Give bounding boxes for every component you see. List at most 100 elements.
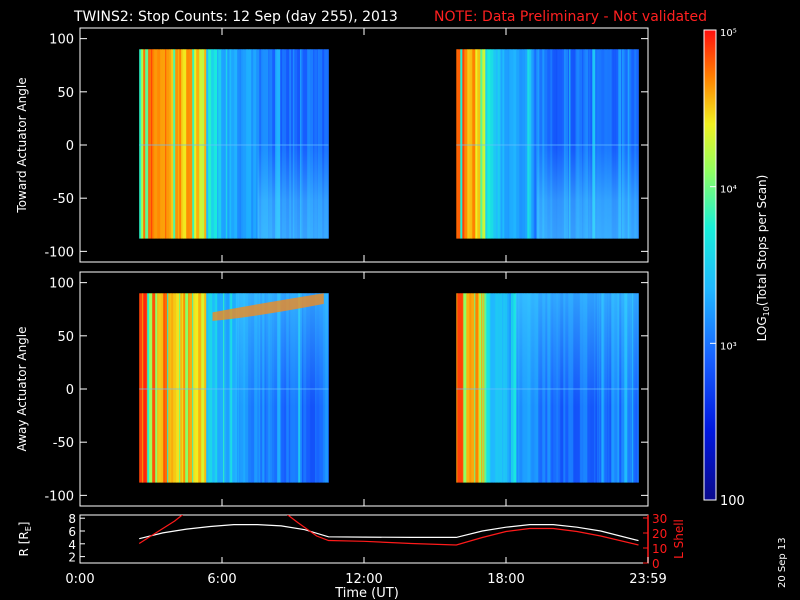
orbit-left-label: R [RE] — [17, 522, 33, 557]
heatmap-column — [148, 49, 150, 239]
left-tick-label: 2 — [68, 551, 76, 565]
heatmap-column — [155, 293, 158, 483]
heatmap-column — [175, 49, 179, 239]
heatmap-column — [218, 49, 222, 239]
right-tick-label: 10 — [652, 542, 667, 556]
heatmap-column — [484, 49, 486, 239]
heatmap-column — [471, 49, 473, 239]
heatmap-column — [145, 49, 149, 239]
heatmap-column — [482, 49, 485, 239]
heatmap-column — [509, 49, 511, 239]
right-tick-label: 30 — [652, 512, 667, 526]
heatmap-column — [527, 49, 530, 239]
heatmap-column — [225, 49, 227, 239]
heatmap-column — [192, 49, 195, 239]
heatmap-column — [474, 293, 476, 483]
heatmap-column — [158, 293, 162, 483]
heatmap-column — [466, 293, 470, 483]
heatmap-column — [502, 293, 504, 483]
heatmap-column — [502, 49, 505, 239]
heatmap-column — [490, 293, 494, 483]
heatmap-column — [157, 49, 161, 239]
heatmap-column — [226, 293, 230, 483]
heatmap-column — [509, 293, 512, 483]
heatmap-column — [214, 49, 218, 239]
heatmap-column — [189, 293, 193, 483]
heatmap-column — [525, 49, 527, 239]
heatmap-column — [201, 293, 205, 483]
heatmap-column — [462, 293, 464, 483]
heatmap-column — [513, 293, 517, 483]
y-tick-label: 0 — [66, 383, 74, 398]
heatmap-column — [204, 293, 207, 483]
heatmap-column — [206, 49, 209, 239]
heatmap-column — [220, 293, 224, 483]
heatmap-column — [504, 49, 508, 239]
time-axis-title: Time (UT) — [334, 586, 399, 600]
warm-arc-feature — [212, 293, 324, 321]
heatmap-column — [493, 49, 497, 239]
heatmap-column — [224, 293, 227, 483]
heatmap-column — [185, 293, 189, 483]
heatmap-shading — [536, 49, 639, 239]
heatmap-column — [165, 293, 168, 483]
heatmap-column — [152, 49, 154, 239]
heatmap-column — [500, 49, 502, 239]
heatmap-column — [499, 49, 501, 239]
time-tick-label: 23:59 — [629, 572, 666, 587]
heatmap-column — [484, 293, 487, 483]
heatmap-column — [162, 49, 166, 239]
preliminary-note: NOTE: Data Preliminary - Not validated — [434, 9, 707, 25]
heatmap-column — [496, 49, 498, 239]
heatmap-column — [457, 49, 461, 239]
time-tick-label: 6:00 — [207, 572, 236, 587]
heatmap-column — [170, 293, 172, 483]
heatmap-column — [486, 293, 490, 483]
heatmap-column — [143, 293, 147, 483]
heatmap-column — [487, 49, 491, 239]
heatmap-column — [204, 49, 207, 239]
heatmap-column — [212, 293, 215, 483]
heatmap-column — [241, 49, 244, 239]
heatmap-column — [513, 49, 517, 239]
heatmap-column — [161, 293, 164, 483]
heatmap-column — [176, 293, 180, 483]
heatmap-column — [151, 49, 153, 239]
heatmap-column — [475, 293, 479, 483]
heatmap-column — [495, 293, 499, 483]
heatmap-column — [199, 49, 203, 239]
heatmap-column — [139, 293, 143, 483]
heatmap-column — [208, 49, 212, 239]
heatmap-column — [179, 293, 181, 483]
heatmap-column — [167, 293, 169, 483]
y-tick-label: -100 — [44, 245, 74, 260]
heatmap-column — [460, 293, 463, 483]
colorbar-tick-label: 100 — [720, 494, 745, 509]
heatmap-column — [212, 49, 215, 239]
heatmap-column — [249, 49, 252, 239]
heatmap-column — [192, 293, 194, 483]
time-tick-label: 0:00 — [65, 572, 94, 587]
heatmap-column — [507, 49, 509, 239]
heatmap-column — [479, 49, 481, 239]
heatmap-column — [182, 293, 184, 483]
heatmap-column — [143, 49, 146, 239]
heatmap-column — [141, 49, 144, 239]
date-stamp: 20 Sep 13 — [777, 537, 788, 588]
heatmap-column — [239, 49, 241, 239]
heatmap-column — [516, 49, 520, 239]
heatmap-column — [221, 49, 224, 239]
heatmap-column — [168, 293, 171, 483]
heatmap-column — [498, 293, 502, 483]
lshell-line — [138, 515, 639, 546]
heatmap-column — [477, 49, 479, 239]
colorbar: 100 10³ 10⁴ 10⁵ LOG10(Total Stops per Scan) — [703, 28, 771, 509]
heatmap-column — [485, 49, 488, 239]
heatmap-column — [142, 293, 144, 483]
heatmap-column — [247, 49, 250, 239]
heatmap-column — [534, 49, 537, 239]
heatmap-column — [490, 49, 494, 239]
heatmap-column — [215, 293, 218, 483]
